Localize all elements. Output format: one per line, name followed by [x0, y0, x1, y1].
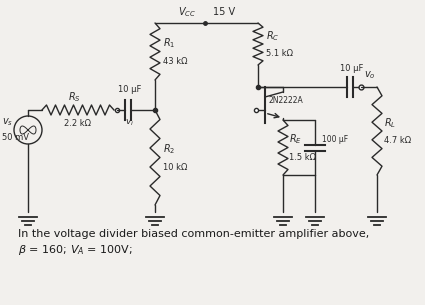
- Text: 50 mV: 50 mV: [2, 133, 29, 142]
- Text: $v_o$: $v_o$: [364, 69, 376, 81]
- Text: $R_2$: $R_2$: [163, 142, 176, 156]
- Text: 43 kΩ: 43 kΩ: [163, 56, 187, 66]
- Text: $v_s$: $v_s$: [2, 116, 13, 128]
- Text: In the voltage divider biased common-emitter amplifier above,: In the voltage divider biased common-emi…: [18, 229, 369, 239]
- Text: 10 μF: 10 μF: [118, 85, 142, 94]
- Text: $R_L$: $R_L$: [384, 116, 396, 130]
- Text: 2N2222A: 2N2222A: [269, 96, 304, 105]
- Text: $v_i$: $v_i$: [125, 117, 134, 127]
- Text: $R_C$: $R_C$: [266, 29, 280, 43]
- Text: 1.5 kΩ: 1.5 kΩ: [289, 152, 316, 162]
- Text: 15 V: 15 V: [213, 7, 235, 17]
- Text: 5.1 kΩ: 5.1 kΩ: [266, 49, 293, 58]
- Text: $\beta$ = 160; $V_A$ = 100V;: $\beta$ = 160; $V_A$ = 100V;: [18, 243, 133, 257]
- Text: $R_S$: $R_S$: [68, 90, 81, 104]
- Text: 2.2 kΩ: 2.2 kΩ: [64, 119, 91, 128]
- Text: 10 μF: 10 μF: [340, 64, 363, 73]
- Text: 10 kΩ: 10 kΩ: [163, 163, 187, 171]
- Text: $R_1$: $R_1$: [163, 37, 176, 50]
- Text: 100 μF: 100 μF: [322, 135, 348, 145]
- Text: $V_{CC}$: $V_{CC}$: [178, 5, 196, 19]
- Text: $R_E$: $R_E$: [289, 132, 302, 146]
- Text: 4.7 kΩ: 4.7 kΩ: [384, 136, 411, 145]
